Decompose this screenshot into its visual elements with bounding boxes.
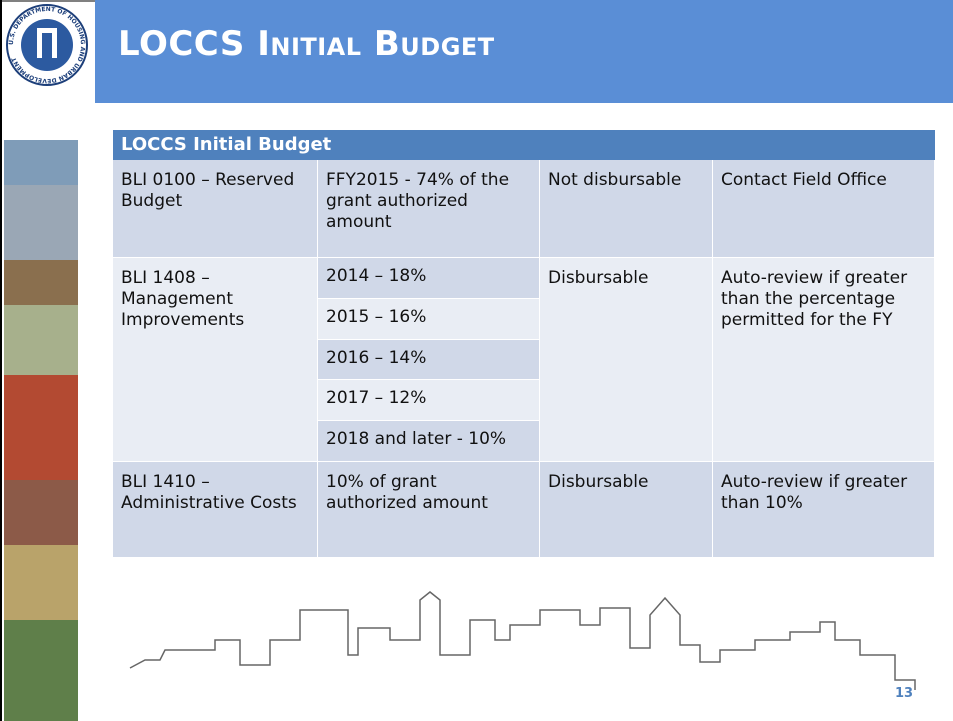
row-amount: 10% of grant authorized amount: [318, 462, 540, 558]
table-title: LOCCS Initial Budget: [113, 130, 935, 160]
row-status: Not disbursable: [540, 160, 713, 258]
row-amount: 2014 – 18%: [318, 258, 540, 299]
row-action: Auto-review if greater than 10%: [713, 462, 935, 558]
header-bar: [95, 0, 953, 103]
seal: U.S. DEPARTMENT OF HOUSING AND URBAN DEV…: [6, 4, 88, 86]
slide-title: LOCCS Initial Budget: [118, 24, 495, 64]
row-amount: 2016 – 14%: [318, 339, 540, 381]
skyline: [129, 591, 916, 690]
row-status: Disbursable: [540, 462, 713, 558]
photo-strip: [4, 140, 78, 721]
row-action: Contact Field Office: [713, 160, 935, 258]
row-amount: 2018 and later - 10%: [318, 421, 540, 462]
page-number: 13: [895, 686, 914, 701]
row-item: BLI 0100 – Reserved Budget: [113, 160, 318, 258]
row-amount: 2017 – 12%: [318, 380, 540, 422]
row-action: Auto-review if greater than the percenta…: [713, 258, 935, 462]
row-amount: FFY2015 - 74% of the grant authorized am…: [318, 160, 540, 258]
row-status: Disbursable: [540, 258, 713, 462]
row-item: BLI 1408 – Management Improvements: [113, 258, 318, 462]
row-item: BLI 1410 – Administrative Costs: [113, 462, 318, 558]
row-amount: 2015 – 16%: [318, 298, 540, 340]
